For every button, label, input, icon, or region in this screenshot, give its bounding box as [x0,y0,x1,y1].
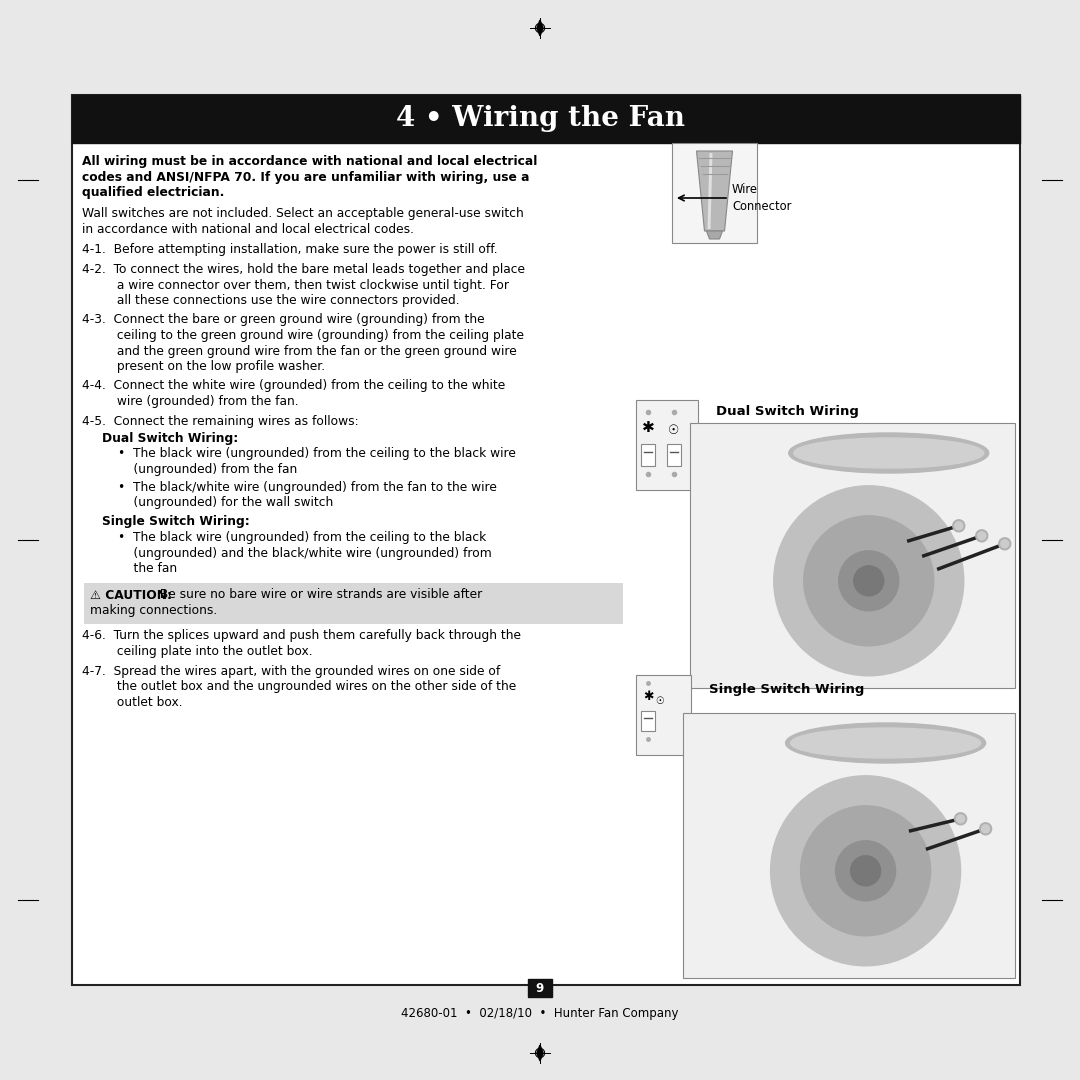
Circle shape [839,551,899,611]
Text: 42680-01  •  02/18/10  •  Hunter Fan Company: 42680-01 • 02/18/10 • Hunter Fan Company [402,1007,678,1020]
Circle shape [955,522,962,530]
Text: ceiling to the green ground wire (grounding) from the ceiling plate: ceiling to the green ground wire (ground… [82,329,524,342]
Text: outlet box.: outlet box. [82,696,183,708]
Bar [642,444,654,465]
Circle shape [804,516,934,646]
Circle shape [771,775,960,966]
Polygon shape [537,1045,543,1061]
Text: the outlet box and the ungrounded wires on the other side of the: the outlet box and the ungrounded wires … [82,680,516,693]
Text: Dual Switch Wiring:: Dual Switch Wiring: [102,432,239,445]
Circle shape [999,538,1011,550]
Text: 4-4.  Connect the white wire (grounded) from the ceiling to the white: 4-4. Connect the white wire (grounded) f… [82,379,505,392]
Text: 4-6.  Turn the splices upward and push them carefully back through the: 4-6. Turn the splices upward and push th… [82,630,521,643]
Bar [690,423,1015,688]
Polygon shape [537,21,543,36]
Circle shape [854,566,883,596]
Text: Be sure no bare wire or wire strands are visible after: Be sure no bare wire or wire strands are… [152,589,483,602]
Text: 4 • Wiring the Fan: 4 • Wiring the Fan [395,106,685,133]
Text: ☉: ☉ [669,423,679,436]
Ellipse shape [788,433,989,473]
Text: a wire connector over them, then twist clockwise until tight. For: a wire connector over them, then twist c… [82,279,509,292]
Text: in accordance with national and local electrical codes.: in accordance with national and local el… [82,222,414,237]
Text: •  The black wire (ungrounded) from the ceiling to the black: • The black wire (ungrounded) from the c… [118,531,486,544]
Text: Single Switch Wiring:: Single Switch Wiring: [102,515,249,528]
Circle shape [1001,540,1009,548]
Circle shape [955,813,967,825]
Circle shape [836,841,895,901]
Circle shape [773,486,963,676]
Circle shape [980,823,991,835]
Polygon shape [706,231,723,239]
Bar [72,95,1020,143]
Bar [683,713,1015,978]
Text: present on the low profile washer.: present on the low profile washer. [82,360,325,373]
Bar [667,444,681,465]
Bar [84,582,623,623]
Circle shape [953,519,964,531]
Bar [642,711,654,731]
Bar [636,400,698,490]
Circle shape [982,825,989,833]
Text: ⚠ CAUTION:: ⚠ CAUTION: [90,589,172,602]
Text: ✱: ✱ [642,420,654,435]
Text: Wire: Wire [732,183,758,195]
Text: All wiring must be in accordance with national and local electrical: All wiring must be in accordance with na… [82,156,538,168]
Text: 4-7.  Spread the wires apart, with the grounded wires on one side of: 4-7. Spread the wires apart, with the gr… [82,664,500,677]
Text: 9: 9 [536,982,544,995]
Circle shape [975,530,988,542]
Text: •  The black/white wire (ungrounded) from the fan to the wire: • The black/white wire (ungrounded) from… [118,481,497,494]
Bar [672,143,757,243]
Text: qualified electrician.: qualified electrician. [82,186,225,199]
Circle shape [851,855,880,886]
Circle shape [957,814,964,823]
Text: 4-2.  To connect the wires, hold the bare metal leads together and place: 4-2. To connect the wires, hold the bare… [82,264,525,276]
Text: the fan: the fan [118,562,177,575]
Text: (ungrounded) for the wall switch: (ungrounded) for the wall switch [118,496,334,509]
Text: making connections.: making connections. [90,604,217,617]
Polygon shape [697,151,732,231]
Bar [528,978,552,997]
Text: Connector: Connector [732,200,792,213]
Text: ceiling plate into the outlet box.: ceiling plate into the outlet box. [82,645,312,658]
Text: Wall switches are not included. Select an acceptable general-use switch: Wall switches are not included. Select a… [82,207,524,220]
Text: •  The black wire (ungrounded) from the ceiling to the black wire: • The black wire (ungrounded) from the c… [118,447,516,460]
Text: all these connections use the wire connectors provided.: all these connections use the wire conne… [82,294,460,307]
Ellipse shape [791,728,981,758]
Text: ✱: ✱ [643,690,653,703]
Text: (ungrounded) from the fan: (ungrounded) from the fan [118,463,297,476]
Text: 4-3.  Connect the bare or green ground wire (grounding) from the: 4-3. Connect the bare or green ground wi… [82,313,485,326]
Text: Single Switch Wiring: Single Switch Wiring [708,683,864,696]
Bar [72,95,1020,985]
Ellipse shape [794,438,984,468]
Text: ☉: ☉ [656,696,664,706]
Polygon shape [707,153,713,229]
Text: (ungrounded) and the black/white wire (ungrounded) from: (ungrounded) and the black/white wire (u… [118,546,491,559]
Circle shape [977,531,986,540]
Text: Dual Switch Wiring: Dual Switch Wiring [716,405,859,418]
Ellipse shape [785,723,986,762]
Text: 4-5.  Connect the remaining wires as follows:: 4-5. Connect the remaining wires as foll… [82,415,359,428]
Text: codes and ANSI/NFPA 70. If you are unfamiliar with wiring, use a: codes and ANSI/NFPA 70. If you are unfam… [82,171,529,184]
Bar [636,675,691,755]
Circle shape [800,806,931,935]
Text: and the green ground wire from the fan or the green ground wire: and the green ground wire from the fan o… [82,345,516,357]
Text: 4-1.  Before attempting installation, make sure the power is still off.: 4-1. Before attempting installation, mak… [82,243,498,256]
Text: wire (grounded) from the fan.: wire (grounded) from the fan. [82,395,299,408]
